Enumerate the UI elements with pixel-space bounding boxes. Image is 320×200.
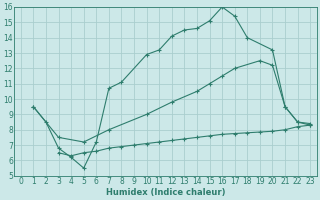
X-axis label: Humidex (Indice chaleur): Humidex (Indice chaleur)	[106, 188, 225, 197]
